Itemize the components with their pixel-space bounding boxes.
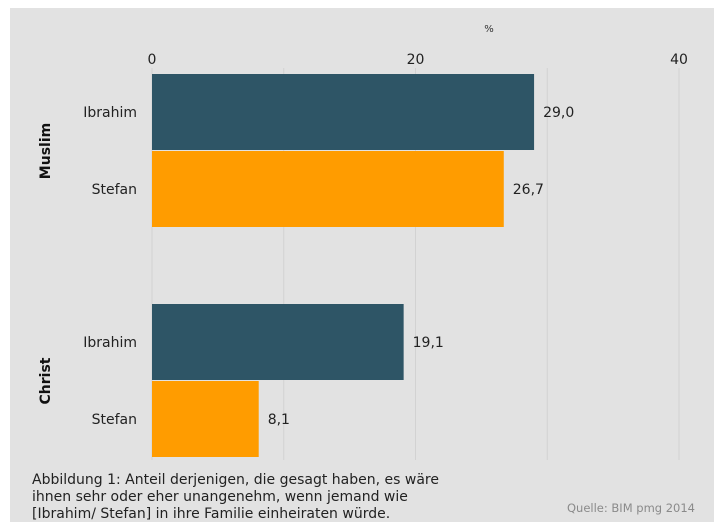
labels: Ibrahim 29,0 Stefan 26,7 Muslim Ibrahim 19,1 St… [38,105,574,428]
category-label: Stefan [92,412,137,428]
unit-label: % [484,24,494,35]
bar-christ-stefan [152,381,259,457]
value-label: 29,0 [543,105,574,121]
source-note: Quelle: BIM pmg 2014 [567,501,695,515]
group-label-christ: Christ [38,357,54,404]
bars [152,74,535,457]
x-axis-ticks: 0 20 40 [148,52,688,68]
category-label: Stefan [92,182,137,198]
x-tick-label: 20 [407,52,425,68]
value-label: 26,7 [513,182,544,198]
figure-caption: Abbildung 1: Anteil derjenigen, die gesa… [32,472,439,522]
category-label: Ibrahim [83,105,137,121]
x-tick-label: 0 [148,52,157,68]
category-label: Ibrahim [83,335,137,351]
value-label: 19,1 [413,335,444,351]
group-label-muslim: Muslim [38,123,54,179]
bar-muslim-ibrahim [152,74,535,150]
value-label: 8,1 [268,412,290,428]
bar-muslim-stefan [152,151,504,227]
bar-christ-ibrahim [152,304,404,380]
x-tick-label: 40 [670,52,688,68]
